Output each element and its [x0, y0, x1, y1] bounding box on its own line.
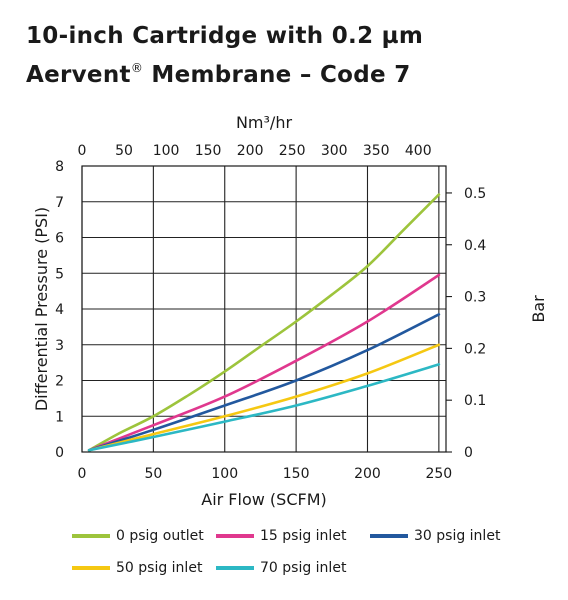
series-line-15-psig-inlet: [87, 273, 441, 452]
chart-title-line1: 10-inch Cartridge with 0.2 µm: [26, 23, 424, 49]
x-axis-label: Air Flow (SCFM): [201, 490, 326, 509]
y-axis-label: Differential Pressure (PSI): [32, 207, 51, 411]
legend-swatch: [72, 534, 110, 538]
chart-title-rest: Membrane – Code 7: [143, 62, 411, 88]
legend-item: 30 psig inlet: [370, 528, 500, 544]
y2-tick-label: 0: [464, 445, 473, 461]
y-tick-label: 8: [55, 159, 64, 175]
x2-tick-label: 150: [195, 143, 222, 159]
grid-lines: [81, 165, 446, 453]
y2-tick-label: 0.1: [464, 393, 486, 409]
legend-item: 15 psig inlet: [216, 528, 346, 544]
series-line-70-psig-inlet: [87, 363, 441, 452]
series-line-0-psig-outlet: [87, 193, 441, 452]
legend-swatch: [370, 534, 408, 538]
x2-tick-label: 300: [321, 143, 348, 159]
x2-axis-label: Nm³/hr: [236, 113, 293, 132]
legend-label: 15 psig inlet: [260, 528, 347, 544]
y-tick-label: 7: [55, 195, 64, 211]
x2-tick-label: 400: [405, 143, 432, 159]
legend-item: 0 psig outlet: [72, 528, 204, 544]
legend-item: 50 psig inlet: [72, 560, 202, 576]
x-tick-label: 100: [211, 466, 238, 482]
y-tick-label: 5: [55, 266, 64, 282]
y-tick-label: 1: [55, 409, 64, 425]
y-tick-label: 4: [55, 302, 64, 318]
series-line-50-psig-inlet: [87, 343, 441, 452]
y2-tick-label: 0.5: [464, 186, 486, 202]
legend-swatch: [216, 534, 254, 538]
y-tick-label: 6: [55, 231, 64, 247]
chart-title-brand: Aervent: [26, 62, 131, 88]
legend-label: 30 psig inlet: [414, 528, 501, 544]
series-lines: [87, 193, 441, 452]
x-tick-label: 150: [283, 466, 310, 482]
legend-label: 50 psig inlet: [116, 560, 203, 576]
x-tick-label: 50: [144, 466, 162, 482]
legend-label: 0 psig outlet: [116, 528, 204, 544]
x2-tick-label: 50: [115, 143, 133, 159]
plot-frame: [81, 165, 447, 453]
x-tick-label: 0: [78, 466, 87, 482]
x2-tick-label: 250: [279, 143, 306, 159]
x2-tick-label: 100: [153, 143, 180, 159]
series-line-30-psig-inlet: [87, 313, 441, 452]
x2-tick-label: 0: [78, 143, 87, 159]
y-tick-label: 2: [55, 374, 64, 390]
y2-axis-label: Bar: [529, 295, 548, 323]
legend-item: 70 psig inlet: [216, 560, 346, 576]
legend-label: 70 psig inlet: [260, 560, 347, 576]
y2-tick-label: 0.3: [464, 290, 486, 306]
y2-tick-label: 0.4: [464, 238, 486, 254]
x-tick-label: 200: [354, 466, 381, 482]
legend-swatch: [72, 566, 110, 570]
x-tick-label: 250: [425, 466, 452, 482]
y-tick-label: 3: [55, 338, 64, 354]
y2-tick-label: 0.2: [464, 341, 486, 357]
chart-title-line2: Aervent® Membrane – Code 7: [26, 52, 423, 91]
chart-title: 10-inch Cartridge with 0.2 µm Aervent® M…: [26, 20, 423, 91]
x2-tick-label: 200: [237, 143, 264, 159]
legend-swatch: [216, 566, 254, 570]
registered-mark: ®: [130, 61, 144, 75]
x2-tick-label: 350: [363, 143, 390, 159]
y-tick-label: 0: [55, 445, 64, 461]
